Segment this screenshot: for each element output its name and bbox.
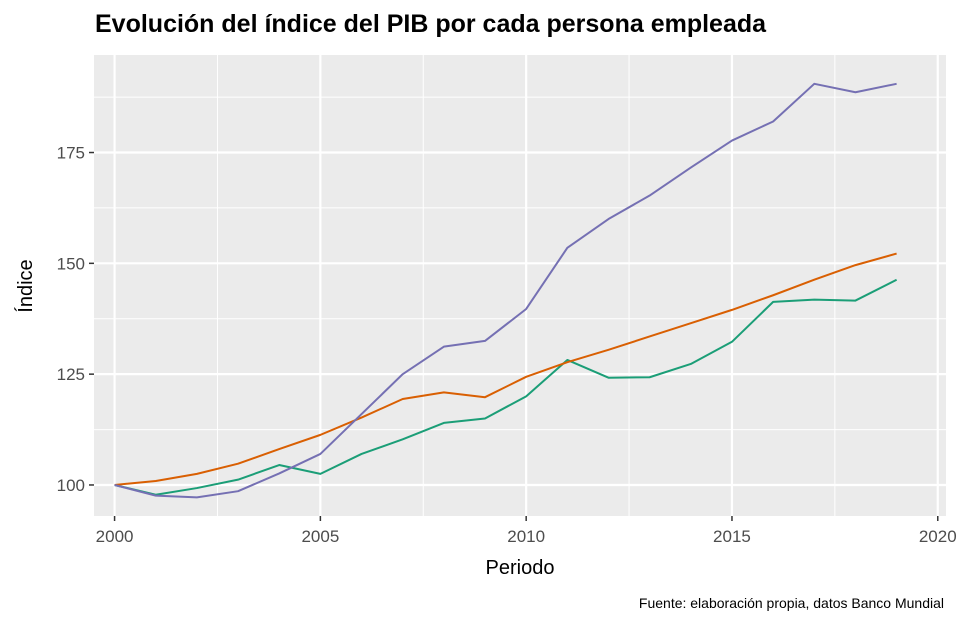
chart-caption: Fuente: elaboración propia, datos Banco … bbox=[639, 595, 944, 611]
series-line-2 bbox=[114, 252, 897, 486]
y-tick-label: 100 bbox=[57, 476, 85, 495]
x-axis: 2000 2005 2010 2015 2020 bbox=[96, 516, 957, 546]
x-tick-label: 2005 bbox=[301, 527, 339, 546]
x-tick-label: 2020 bbox=[919, 527, 957, 546]
chart-title: Evolución del índice del PIB por cada pe… bbox=[95, 10, 767, 38]
y-tick-label: 175 bbox=[57, 144, 85, 163]
series-layer bbox=[114, 82, 898, 499]
x-tick-label: 2015 bbox=[713, 527, 751, 546]
y-axis-title: Índice bbox=[14, 259, 37, 312]
x-tick-label: 2000 bbox=[96, 527, 134, 546]
y-axis: 100 125 150 175 bbox=[57, 144, 94, 495]
x-tick-label: 2010 bbox=[507, 527, 545, 546]
y-tick-label: 150 bbox=[57, 254, 85, 273]
plot-panel bbox=[94, 55, 946, 516]
series-line-3 bbox=[114, 82, 897, 499]
series-line-1 bbox=[114, 278, 898, 496]
x-axis-title: Periodo bbox=[486, 557, 555, 579]
y-tick-label: 125 bbox=[57, 365, 85, 384]
major-gridlines bbox=[94, 55, 946, 516]
minor-gridlines bbox=[94, 55, 946, 516]
